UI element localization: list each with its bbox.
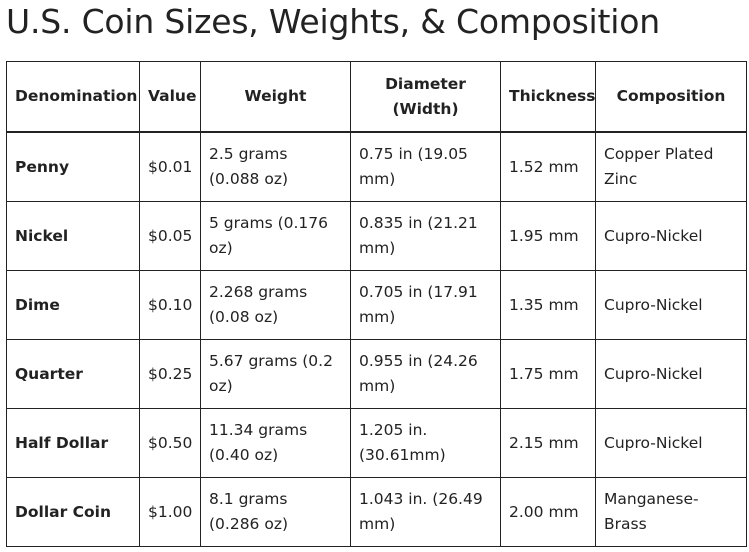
table-header: Denomination Value Weight Diameter (Widt… bbox=[6, 61, 747, 133]
cell-composition: Cupro-Nickel bbox=[595, 201, 747, 271]
cell-weight: 5.67 grams (0.2 oz) bbox=[200, 339, 351, 409]
cell-thickness: 2.15 mm bbox=[500, 408, 596, 478]
cell-denomination: Penny bbox=[6, 131, 140, 202]
cell-value: $0.50 bbox=[139, 408, 201, 478]
cell-value: $0.01 bbox=[139, 131, 201, 202]
table-row: Quarter $0.25 5.67 grams (0.2 oz) 0.955 … bbox=[6, 339, 747, 409]
table-row: Half Dollar $0.50 11.34 grams (0.40 oz) … bbox=[6, 408, 747, 478]
cell-composition: Cupro-Nickel bbox=[595, 408, 747, 478]
cell-denomination: Dime bbox=[6, 270, 140, 340]
cell-diameter: 1.043 in. (26.49 mm) bbox=[350, 477, 501, 547]
table-row: Dime $0.10 2.268 grams (0.08 oz) 0.705 i… bbox=[6, 270, 747, 340]
cell-diameter: 0.835 in (21.21 mm) bbox=[350, 201, 501, 271]
cell-weight: 2.5 grams (0.088 oz) bbox=[200, 131, 351, 202]
header-denomination: Denomination bbox=[6, 61, 140, 133]
cell-thickness: 1.35 mm bbox=[500, 270, 596, 340]
cell-thickness: 2.00 mm bbox=[500, 477, 596, 547]
cell-composition: Copper Plated Zinc bbox=[595, 131, 747, 202]
cell-composition: Cupro-Nickel bbox=[595, 270, 747, 340]
cell-composition: Manganese-Brass bbox=[595, 477, 747, 547]
cell-value: $0.25 bbox=[139, 339, 201, 409]
cell-denomination: Half Dollar bbox=[6, 408, 140, 478]
header-weight: Weight bbox=[200, 61, 351, 133]
coin-table: Denomination Value Weight Diameter (Widt… bbox=[6, 61, 747, 547]
table-row: Dollar Coin $1.00 8.1 grams (0.286 oz) 1… bbox=[6, 477, 747, 547]
cell-value: $0.10 bbox=[139, 270, 201, 340]
header-value: Value bbox=[139, 61, 201, 133]
cell-denomination: Quarter bbox=[6, 339, 140, 409]
table-row: Nickel $0.05 5 grams (0.176 oz) 0.835 in… bbox=[6, 201, 747, 271]
cell-weight: 8.1 grams (0.286 oz) bbox=[200, 477, 351, 547]
cell-thickness: 1.95 mm bbox=[500, 201, 596, 271]
header-row: Denomination Value Weight Diameter (Widt… bbox=[6, 61, 747, 133]
cell-denomination: Dollar Coin bbox=[6, 477, 140, 547]
cell-diameter: 0.75 in (19.05 mm) bbox=[350, 131, 501, 202]
cell-value: $1.00 bbox=[139, 477, 201, 547]
header-composition: Composition bbox=[595, 61, 747, 133]
table-row: Penny $0.01 2.5 grams (0.088 oz) 0.75 in… bbox=[6, 131, 747, 202]
cell-denomination: Nickel bbox=[6, 201, 140, 271]
cell-diameter: 0.705 in (17.91 mm) bbox=[350, 270, 501, 340]
cell-weight: 2.268 grams (0.08 oz) bbox=[200, 270, 351, 340]
cell-diameter: 0.955 in (24.26 mm) bbox=[350, 339, 501, 409]
cell-thickness: 1.75 mm bbox=[500, 339, 596, 409]
cell-value: $0.05 bbox=[139, 201, 201, 271]
cell-weight: 5 grams (0.176 oz) bbox=[200, 201, 351, 271]
table-body: Penny $0.01 2.5 grams (0.088 oz) 0.75 in… bbox=[6, 131, 747, 547]
header-thickness: Thickness bbox=[500, 61, 596, 133]
cell-thickness: 1.52 mm bbox=[500, 131, 596, 202]
cell-composition: Cupro-Nickel bbox=[595, 339, 747, 409]
cell-diameter: 1.205 in. (30.61mm) bbox=[350, 408, 501, 478]
page-title: U.S. Coin Sizes, Weights, & Composition bbox=[6, 2, 660, 41]
header-diameter: Diameter (Width) bbox=[350, 61, 501, 133]
cell-weight: 11.34 grams (0.40 oz) bbox=[200, 408, 351, 478]
